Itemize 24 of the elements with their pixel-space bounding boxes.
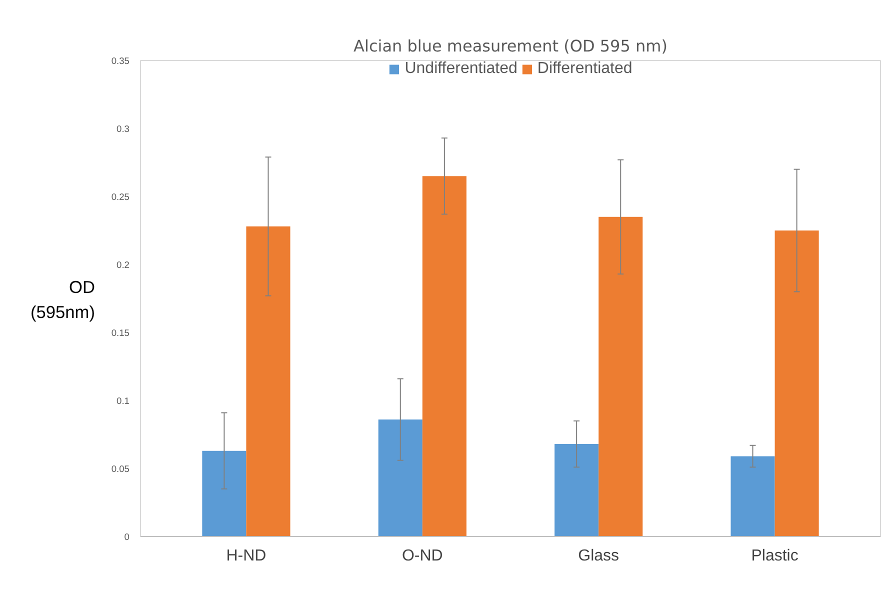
- x-tick-label: Glass: [578, 548, 620, 564]
- y-tick-label: 0.25: [111, 192, 130, 202]
- bar: [378, 420, 422, 536]
- y-tick-label: 0.35: [111, 56, 130, 66]
- bar: [554, 444, 599, 536]
- bar: [246, 226, 290, 536]
- y-tick-label: 0.05: [111, 464, 130, 474]
- bar: [422, 176, 466, 536]
- y-tick-label: 0.15: [111, 328, 130, 338]
- x-tick-label: Plastic: [751, 548, 798, 564]
- y-tick-label: 0.1: [116, 396, 130, 406]
- y-tick-label: 0.2: [116, 260, 130, 270]
- y-axis-title: OD (595nm): [30, 276, 95, 324]
- legend-label: Differentiated: [537, 60, 632, 78]
- legend-label: Undifferentiated: [404, 60, 518, 78]
- bar: [730, 456, 775, 536]
- y-tick-label: 0.3: [116, 124, 130, 134]
- bar: [598, 216, 643, 536]
- y-tick-label: 0: [124, 532, 130, 542]
- x-tick-label: O-ND: [402, 548, 443, 564]
- x-tick-label: H-ND: [226, 548, 266, 564]
- bar: [774, 230, 819, 536]
- chart-title: Alcian blue measurement (OD 595 nm): [354, 36, 668, 56]
- bar: [202, 450, 246, 536]
